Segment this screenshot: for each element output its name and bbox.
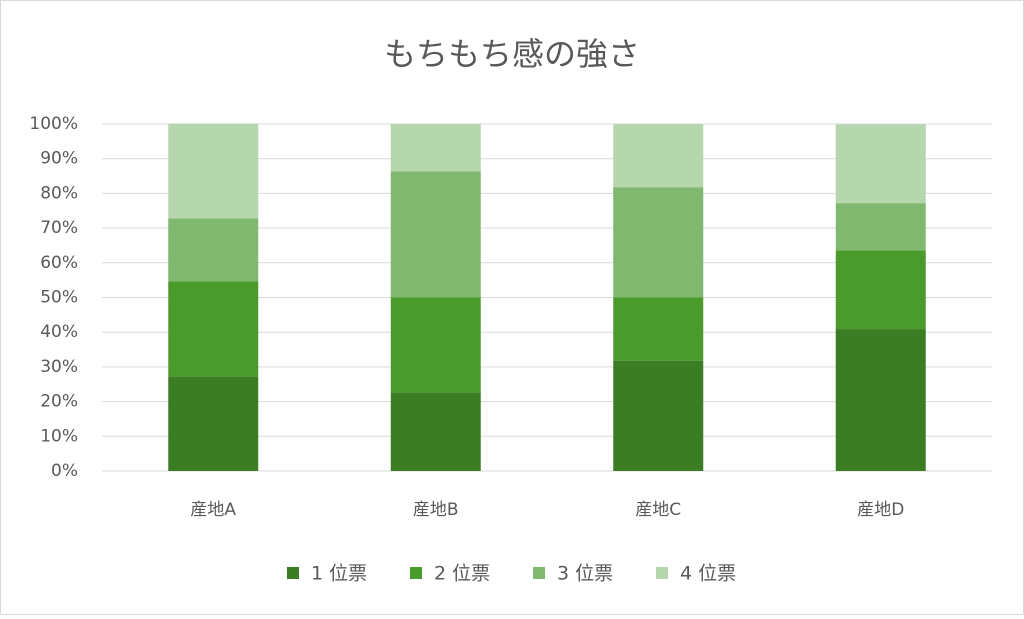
x-tick-label: 産地B <box>413 500 459 520</box>
bar-segment <box>390 124 481 172</box>
y-tick-label: 10% <box>40 426 78 446</box>
legend-label: 1 位票 <box>311 563 367 585</box>
legend-label: 3 位票 <box>557 563 613 585</box>
legend-swatch <box>287 567 299 579</box>
bar-segment <box>835 329 926 471</box>
legend-label: 2 位票 <box>434 563 490 585</box>
chart-title: もちもち感の強さ <box>384 35 640 73</box>
y-tick-label: 30% <box>40 357 78 377</box>
bar-segment <box>835 250 926 330</box>
y-tick-label: 90% <box>40 149 78 169</box>
y-tick-label: 20% <box>40 392 78 412</box>
x-tick-label: 産地D <box>857 500 904 520</box>
bar-segment <box>390 392 481 471</box>
legend-label: 4 位票 <box>680 563 736 585</box>
y-tick-label: 70% <box>40 218 78 238</box>
bar-segment <box>613 360 704 471</box>
y-tick-label: 50% <box>40 288 78 308</box>
bar-segment <box>168 281 259 377</box>
bar-segment <box>835 203 926 251</box>
x-tick-label: 産地C <box>635 500 681 520</box>
bar-segment <box>613 124 704 188</box>
legend-swatch <box>533 567 545 579</box>
y-tick-label: 40% <box>40 322 78 342</box>
bar-segment <box>835 124 926 204</box>
x-tick-label: 産地A <box>190 500 236 520</box>
bar-segment <box>613 297 704 361</box>
bar-segment <box>168 123 259 219</box>
bar-segment <box>613 187 704 298</box>
bar-segment <box>390 297 481 393</box>
legend-swatch <box>410 567 422 579</box>
y-tick-label: 80% <box>40 183 78 203</box>
y-tick-label: 0% <box>51 461 78 481</box>
bar-segment <box>168 376 259 471</box>
y-tick-label: 60% <box>40 253 78 273</box>
bar-segment <box>390 171 481 298</box>
legend-swatch <box>656 567 668 579</box>
bar-segment <box>168 218 259 282</box>
y-tick-label: 100% <box>29 114 78 134</box>
